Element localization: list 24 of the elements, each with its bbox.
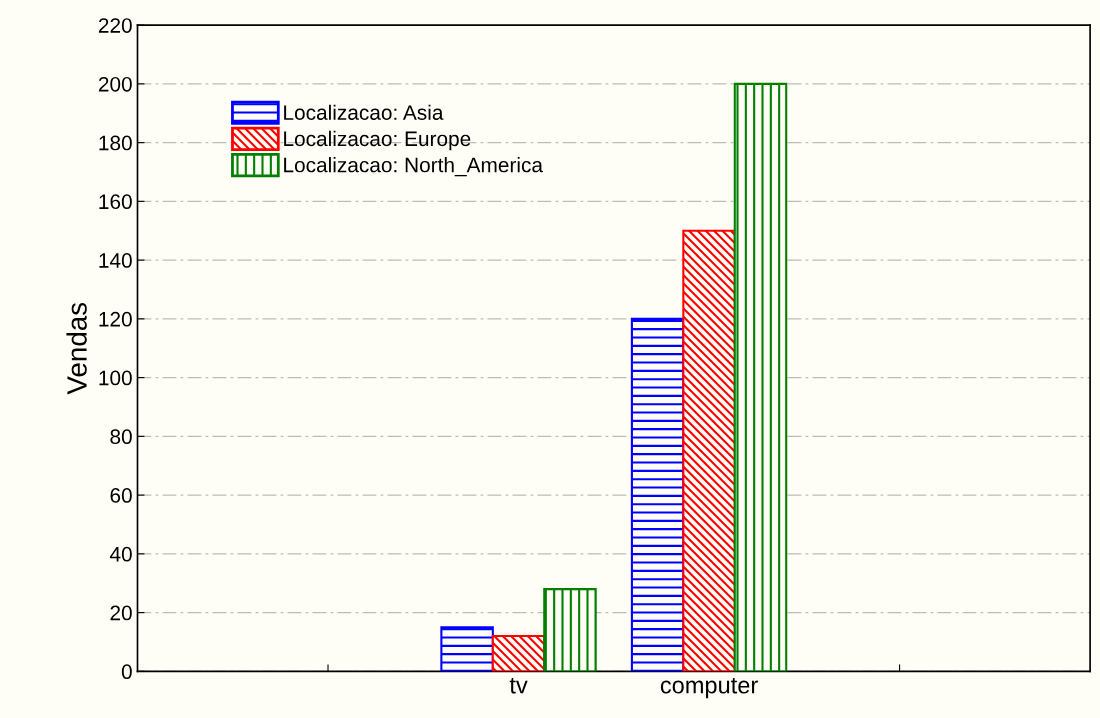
y-tick-label: 160 bbox=[99, 194, 132, 210]
bar bbox=[630, 317, 685, 672]
y-tick-label: 100 bbox=[99, 370, 132, 386]
y-tick-label: 0 bbox=[121, 664, 132, 680]
bar bbox=[682, 229, 736, 672]
y-tick-label: 20 bbox=[110, 605, 132, 621]
y-tick-label: 220 bbox=[98, 18, 132, 33]
bar bbox=[491, 635, 546, 672]
y-tick-label: 140 bbox=[99, 253, 132, 268]
y-tick-label: 120 bbox=[99, 311, 132, 327]
legend-label: Localizacao: Europe bbox=[284, 130, 471, 151]
legend-label: Localizacao: Asia bbox=[284, 104, 444, 120]
y-tick-label: 60 bbox=[110, 488, 132, 503]
y-tick-label: 80 bbox=[110, 429, 132, 445]
y-axis-title: Vendas bbox=[66, 302, 87, 395]
x-tick-label: computer bbox=[660, 678, 758, 699]
bar bbox=[733, 82, 788, 672]
legend-label: Localizacao: North_America bbox=[284, 157, 543, 177]
bar bbox=[440, 626, 494, 672]
y-tick-label: 180 bbox=[99, 135, 132, 151]
x-tick-label: tv bbox=[509, 678, 528, 694]
y-tick-label: 200 bbox=[98, 76, 132, 92]
y-tick-label: 40 bbox=[109, 546, 132, 562]
bar bbox=[543, 588, 597, 672]
